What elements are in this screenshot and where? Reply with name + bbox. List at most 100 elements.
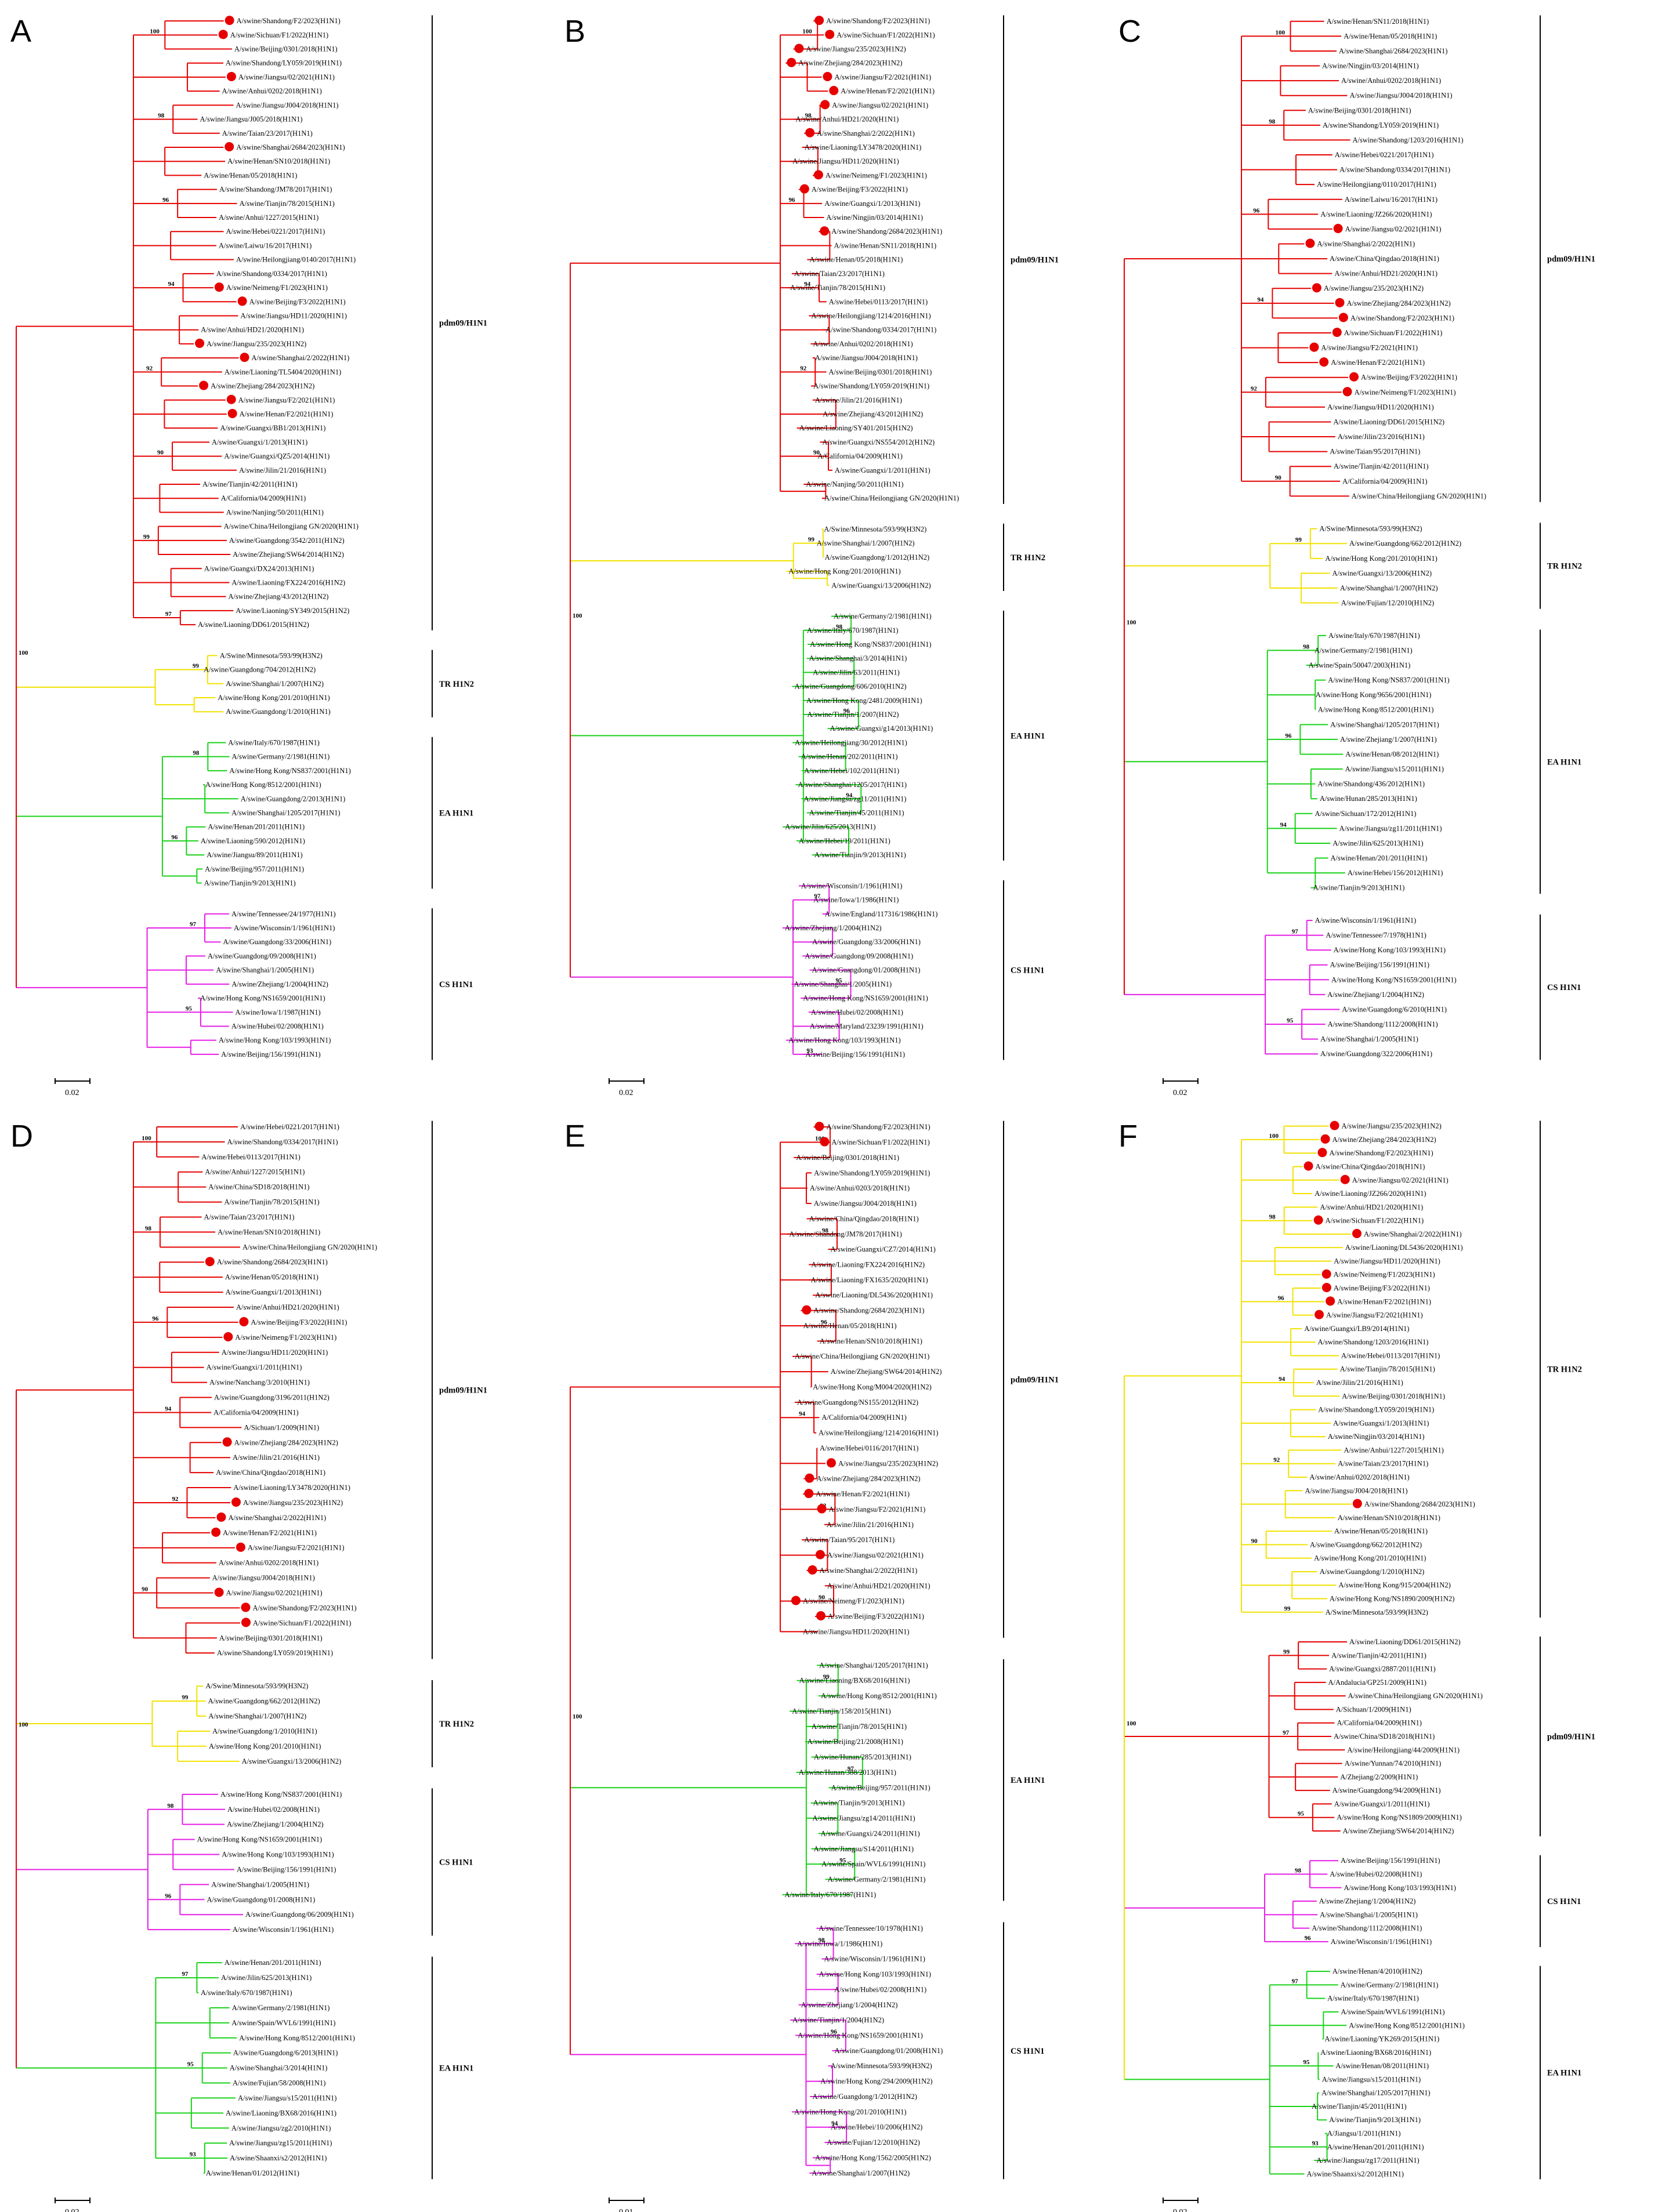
clade-cs-h1n1: 98 96 94 A/swine/Tennessee/10/1978(H1N1) A/s… [790,1922,1044,2180]
taxon-label: A/swine/Hong Kong/NS1659/2001(H1N1) [200,994,325,1002]
bootstrap-value: 94 [1279,1376,1286,1383]
study-strain-marker-icon [814,1122,824,1132]
clade-label: TR H1N2 [439,1720,474,1729]
bootstrap-value: 98 [158,113,165,119]
taxon-label: A/swine/Hebei/0113/2017(H1N1) [201,1153,300,1161]
study-strain-marker-icon [240,353,249,362]
taxon-label: A/swine/Neimeng/F1/2023(H1N1) [1355,388,1456,396]
taxon-label: A/swine/Shandong/F2/2023(H1N1) [1329,1149,1433,1157]
taxon-label: A/swine/Hong Kong/NS1659/2001(H1N1) [803,994,928,1002]
taxon-label: A/swine/Jiangsu/s15/2011(H1N1) [1322,2075,1421,2083]
taxon-label: A/swine/Hong Kong/294/2009(H1N2) [820,2077,932,2086]
taxon-label: A/California/04/2009(H1N1) [1337,1719,1422,1727]
taxon-label: A/swine/China/Qingdao/2018(H1N1) [1330,255,1439,263]
taxon-label: A/swine/China/SD18/2018(H1N1) [208,1183,309,1191]
taxon-label: A/swine/Laiwu/16/2017(H1N1) [219,241,312,249]
taxon-label: A/swine/Germany/2/1981(H1N1) [232,2004,330,2012]
taxon-label: A/swine/Guangdong/01/2008(H1N1) [207,1895,315,1903]
taxon-label: A/swine/Shanghai/2/2022(H1N1) [1317,240,1415,248]
bootstrap-value: 97 [1292,929,1299,935]
bootstrap-value: 92 [1273,1457,1280,1464]
taxon-label: A/swine/Shanghai/1/2005(H1N1) [211,1880,309,1888]
taxon-label: A/swine/Spain/WVL6/1991(H1N1) [231,2019,335,2027]
taxon-label: A/swine/Hong Kong/1562/2005(H1N2) [815,2153,931,2162]
taxon-label: A/swine/Tianjin/42/2011(H1N1) [202,480,298,488]
study-strain-marker-icon [813,170,823,180]
taxon-label: A/swine/Hebei/156/2012(H1N1) [1348,869,1443,877]
clade-label: CS H1N1 [439,1858,473,1867]
taxon-label: A/swine/Shanghai/2684/2023(H1N1) [1339,47,1447,55]
clade-cs-h1n1: 98 96 A/swine/Beijing/156/1991(H1N1) A/swin… [1264,1855,1581,1948]
taxon-label: A/swine/Shandong/1112/2008(H1N1) [1312,1924,1422,1932]
taxon-label: A/swine/Anhui/0202/2018(H1N1) [1309,1473,1409,1481]
taxon-label: A/swine/Guangdong/6/2013(H1N1) [233,2049,338,2057]
bootstrap-value: 96 [152,1315,159,1322]
clade-label: pdm09/H1N1 [1011,1375,1059,1384]
bootstrap-value: 99 [193,663,200,670]
taxon-label: A/swine/Guangdong/3196/2011(H1N2) [214,1394,329,1402]
study-strain-marker-icon [214,1587,224,1597]
study-strain-marker-icon [825,30,835,39]
taxon-label: A/swine/Maryland/23239/1991(H1N1) [810,1022,924,1030]
study-strain-marker-icon [1321,1269,1331,1279]
study-strain-marker-icon [1312,283,1321,293]
taxon-label: A/swine/Hong Kong/8512/2001(H1N1) [1349,2021,1465,2029]
taxon-label: A/swine/Guangxi/QZ5/2014(H1N1) [224,452,329,460]
taxon-label: A/Jiangsu/1/2011(H1N1) [1327,2130,1401,2138]
taxon-label: A/swine/Hong Kong/201/2010(H1N1) [1325,554,1437,563]
taxon-label: A/swine/Shandong/LY059/2019(H1N1) [1323,121,1439,129]
taxon-label: A/swine/Shandong/LY059/2019(H1N1) [813,382,929,390]
taxon-label: A/swine/Hubei/02/2008(H1N1) [834,1985,926,1993]
taxon-label: A/swine/China/Heilongjiang GN/2020(H1N1) [795,1352,929,1361]
taxon-label: A/swine/Shanghai/1/2007(H1N2) [812,2169,910,2177]
taxon-label: A/swine/Italy/670/1987(H1N1) [807,626,899,634]
taxon-label: A/swine/Wisconsin/1/1961(H1N1) [1331,1938,1432,1946]
taxon-label: A/swine/Hunan/388/2013(H1N1) [799,1768,896,1776]
taxon-label: A/swine/Guangdong/662/2012(H1N2) [1349,539,1461,547]
taxon-label: A/swine/Anhui/0202/2018(H1N1) [813,340,913,348]
taxon-label: A/swine/Tennessee/24/1977(H1N1) [231,910,336,918]
taxon-label: A/swine/Guangdong/33/2006(H1N1) [812,938,921,946]
taxon-label: A/swine/Henan/201/2011(H1N1) [208,823,305,831]
taxon-label: A/swine/Heilongjiang/44/2009(H1N1) [1347,1746,1460,1754]
taxon-label: A/swine/Jiangsu/235/2023(H1N2) [1342,1122,1442,1130]
taxon-label: A/swine/Liaoning/DD61/2015(H1N2) [198,621,309,629]
taxon-label: A/swine/Hong Kong/103/1993(H1N1) [222,1851,334,1859]
taxon-label: A/swine/Sichuan/F1/2022(H1N1) [1326,1217,1424,1225]
clade-label: EA H1N1 [1547,757,1581,767]
bootstrap-value: 90 [1275,474,1282,481]
taxon-label: A/swine/Guangdong/6/2010(H1N1) [1342,1005,1447,1013]
taxon-label: A/swine/Hong Kong/8512/2001(H1N1) [239,2034,355,2042]
clade-label: pdm09/H1N1 [439,319,487,328]
taxon-label: A/swine/Henan/05/2018(H1N1) [803,1322,896,1330]
taxon-label: A/swine/Jiangsu/235/2023(H1N2) [1324,284,1424,292]
taxon-label: A/swine/Tianjin/45/2011(H1N1) [1312,2102,1407,2111]
bootstrap-value: 92 [172,1496,179,1503]
bootstrap-value: 94 [1280,821,1287,828]
taxon-label: A/swine/China/Heilongjiang GN/2020(H1N1) [824,494,959,502]
bootstrap-value: 92 [146,365,153,372]
taxon-label: A/swine/Zhejiang/284/2023(H1N2) [798,59,902,67]
taxon-label: A/swine/Henan/F2/2021(H1N1) [240,410,334,418]
clade-tr-h1n2: 99 A/Swine/Minnesota/593/99(H3N2) A/swine/… [154,650,474,717]
taxon-label: A/swine/Anhui/HD21/2020(H1N1) [1320,1203,1423,1211]
bootstrap-value: 96 [789,197,796,204]
taxon-label: A/swine/China/Qingdao/2018(H1N1) [809,1214,919,1223]
taxon-label: A/swine/Shanghai/2/2022(H1N1) [252,354,350,362]
taxon-label: A/swine/Hong Kong/NS837/2001(H1N1) [1328,676,1449,684]
taxon-label: A/swine/Sichuan/F1/2022(H1N1) [1344,329,1442,337]
clade-pdm09-h1n1: 100 98 96 94 92 90 A/swine/Shandong/F2/2023(H1… [780,15,1059,504]
panel-b: B 100 98 96 94 92 90 A/swine/Shandong/F2/2023(H… [564,14,1059,1097]
taxon-label: A/swine/Wisconsin/1/1961(H1N1) [824,1955,925,1963]
study-strain-marker-icon [237,296,247,306]
taxon-label: A/swine/Anhui/0202/2018(H1N1) [222,87,322,95]
taxon-label: A/swine/Shanghai/2/2022(H1N1) [228,1514,326,1522]
taxon-label: A/swine/Hunan/285/2013(H1N1) [1320,795,1417,803]
taxon-label: A/swine/Zhejiang/284/2023(H1N2) [816,1475,920,1483]
bootstrap-value: 95 [187,2061,194,2068]
clade-label: CS H1N1 [1547,1897,1581,1906]
scale-bar-label: 0.01 [619,2208,633,2212]
bootstrap-value: 100 [573,1713,582,1720]
taxon-label: A/swine/Taian/95/2017(H1N1) [804,1536,895,1544]
taxon-label: A/swine/Anhui/0202/2018(H1N1) [1341,77,1441,85]
